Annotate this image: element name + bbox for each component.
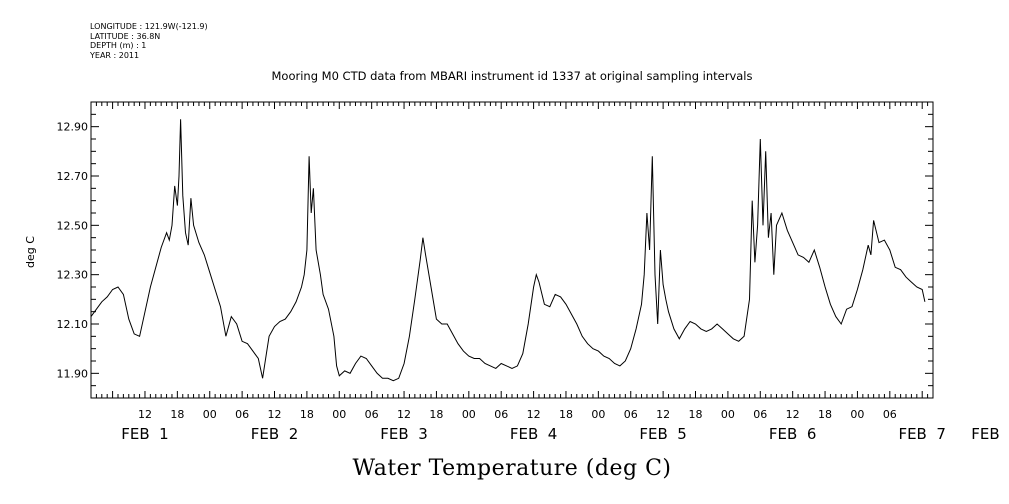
- x-tick-label: 00: [850, 408, 864, 421]
- date-label: FEB 4: [510, 425, 557, 443]
- y-tick-label: 12.30: [57, 269, 89, 282]
- x-tick-label: 00: [591, 408, 605, 421]
- x-tick-label: 12: [138, 408, 152, 421]
- metadata-longitude: LONGITUDE : 121.9W(-121.9): [90, 22, 208, 31]
- date-label: FEB 5: [639, 425, 686, 443]
- plot-frame: [90, 101, 934, 399]
- y-tick-label: 12.70: [57, 170, 89, 183]
- axis-ticks: [90, 101, 934, 399]
- date-label: FEB 6: [769, 425, 816, 443]
- date-label: FEB 2: [251, 425, 298, 443]
- y-tick-label: 11.90: [57, 367, 89, 380]
- chart-title: Mooring M0 CTD data from MBARI instrumen…: [272, 69, 753, 83]
- x-tick-label: 18: [429, 408, 443, 421]
- date-label: FEB 3: [380, 425, 427, 443]
- x-tick-label: 18: [300, 408, 314, 421]
- y-tick-label: 12.50: [57, 219, 89, 232]
- x-tick-label: 06: [365, 408, 379, 421]
- x-tick-label: 06: [624, 408, 638, 421]
- x-tick-label: 00: [332, 408, 346, 421]
- date-label: FEB 1: [121, 425, 168, 443]
- x-axis-label: Water Temperature (deg C): [353, 456, 672, 481]
- y-tick-label: 12.10: [57, 318, 89, 331]
- water-temperature-line: [90, 119, 926, 382]
- x-tick-labels: 12 18 00 06 12 18 00 06 12 18 00 06 12 18 00 06 12 18 00 06…: [138, 408, 897, 421]
- x-tick-label: 12: [268, 408, 282, 421]
- metadata-depth: DEPTH (m) : 1: [90, 41, 147, 50]
- x-tick-label: 06: [753, 408, 767, 421]
- x-tick-label: 00: [462, 408, 476, 421]
- metadata-block: LONGITUDE : 121.9W(-121.9) LATITUDE : 36…: [90, 22, 208, 60]
- y-tick-labels: 11.90 12.10 12.30 12.50 12.70 12.90: [57, 121, 89, 381]
- x-tick-label: 12: [786, 408, 800, 421]
- x-tick-label: 18: [818, 408, 832, 421]
- x-tick-label: 12: [656, 408, 670, 421]
- metadata-latitude: LATITUDE : 36.8N: [90, 31, 161, 41]
- x-tick-label: 12: [527, 408, 541, 421]
- x-tick-label: 12: [397, 408, 411, 421]
- x-tick-label: 00: [203, 408, 217, 421]
- x-tick-label: 18: [559, 408, 573, 421]
- x-tick-label: 06: [235, 408, 249, 421]
- x-tick-label: 06: [883, 408, 897, 421]
- x-tick-label: 00: [721, 408, 735, 421]
- x-tick-label: 06: [494, 408, 508, 421]
- date-labels: FEB 1 FEB 2 FEB 3 FEB 4 FEB 5 FEB 6 FEB 7 FEB 8: [121, 425, 1009, 443]
- y-axis-label: deg C: [24, 236, 37, 268]
- date-label: FEB 7: [898, 425, 945, 443]
- date-label: FEB 8: [971, 425, 1009, 443]
- metadata-year: YEAR : 2011: [90, 50, 140, 60]
- x-tick-label: 18: [170, 408, 184, 421]
- x-tick-label: 18: [689, 408, 703, 421]
- y-tick-label: 12.90: [57, 121, 89, 134]
